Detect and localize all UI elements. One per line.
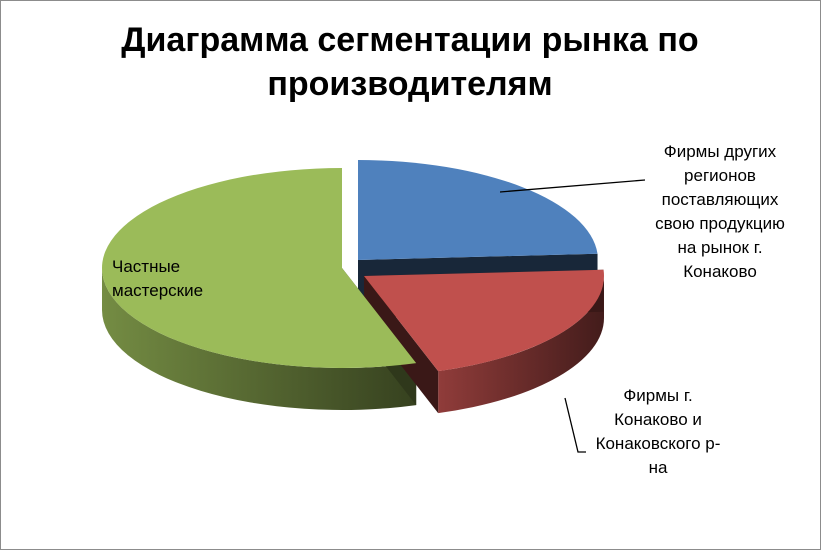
slice-label-private-workshops: Частные мастерские: [112, 257, 204, 300]
slice-top-2: [102, 168, 417, 368]
slice-rim-2: [102, 268, 417, 411]
chart-title-line-2: производителям: [267, 65, 553, 103]
leader-line-0: [499, 179, 646, 193]
leader-line-1: [564, 397, 586, 453]
chart-title: Диаграмма сегментации рынка по производи…: [60, 18, 760, 106]
slice-top-1: [364, 269, 604, 372]
slice-top-0: [358, 160, 598, 260]
slice-label-other-regions: Фирмы других регионов поставляющих свою …: [655, 142, 785, 281]
slice-rim-1: [438, 276, 604, 414]
chart-title-line-1: Диаграмма сегментации рынка по: [121, 21, 699, 59]
slice-label-konakovo-firms: Фирмы г. Конаково и Конаковского р- на: [595, 386, 721, 477]
